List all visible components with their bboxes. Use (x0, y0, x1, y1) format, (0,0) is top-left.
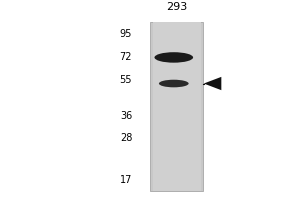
Text: 293: 293 (166, 2, 188, 12)
Polygon shape (204, 77, 221, 90)
Text: 72: 72 (120, 52, 132, 62)
Bar (150, 22, 203, 191)
Text: 28: 28 (120, 133, 132, 143)
Text: 36: 36 (120, 111, 132, 121)
Ellipse shape (159, 80, 189, 87)
Text: 17: 17 (120, 175, 132, 185)
Text: 55: 55 (120, 75, 132, 85)
Text: 95: 95 (120, 29, 132, 39)
Ellipse shape (154, 52, 193, 63)
Bar (153, 22, 200, 191)
